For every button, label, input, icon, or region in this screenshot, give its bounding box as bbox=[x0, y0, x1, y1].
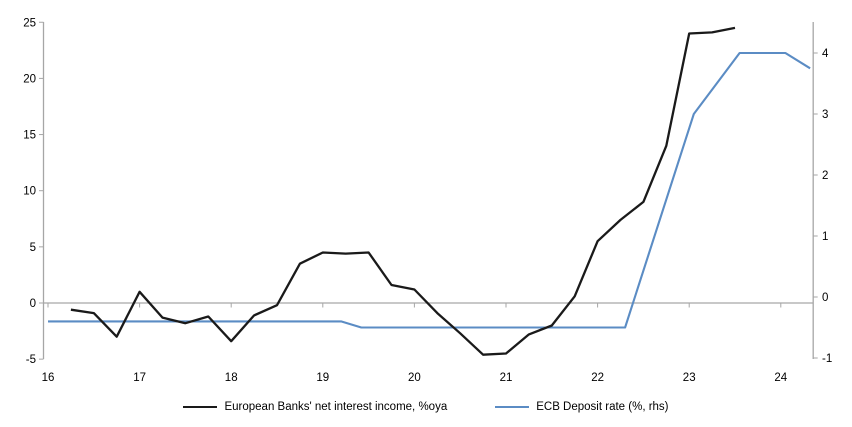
left-y-axis-tick-label: 20 bbox=[23, 73, 36, 85]
x-axis-tick-label: 19 bbox=[316, 372, 329, 384]
legend-item-ecb-deposit-rate: ECB Deposit rate (%, rhs) bbox=[495, 401, 669, 413]
left-y-axis-tick-label: 10 bbox=[23, 186, 36, 198]
right-y-axis-tick-label: 2 bbox=[822, 170, 828, 182]
left-y-axis-tick-label: 25 bbox=[23, 17, 36, 29]
x-axis-tick-label: 23 bbox=[683, 372, 696, 384]
chart-legend: European Banks' net interest income, %oy… bbox=[0, 398, 852, 416]
x-axis-tick-label: 22 bbox=[591, 372, 604, 384]
ecb-deposit-rate-line bbox=[48, 51, 811, 329]
net-interest-income-line bbox=[70, 26, 736, 356]
right-y-axis-tick-label: -1 bbox=[822, 353, 832, 365]
legend-line-swatch-blue bbox=[495, 405, 530, 409]
right-y-axis-tick-label: 3 bbox=[822, 109, 828, 121]
legend-label-net-interest-income: European Banks' net interest income, %oy… bbox=[224, 401, 448, 413]
left-y-axis-tick-label: 15 bbox=[23, 130, 36, 142]
x-axis-tick-label: 24 bbox=[774, 372, 787, 384]
legend-item-net-interest-income: European Banks' net interest income, %oy… bbox=[183, 401, 447, 413]
legend-label-ecb-deposit-rate: ECB Deposit rate (%, rhs) bbox=[536, 401, 669, 413]
x-axis-tick-label: 18 bbox=[225, 372, 238, 384]
left-y-axis-tick-label: 0 bbox=[30, 298, 36, 310]
x-axis-tick-label: 16 bbox=[42, 372, 55, 384]
x-axis-tick-label: 17 bbox=[133, 372, 146, 384]
legend-line-swatch-black bbox=[183, 405, 218, 409]
left-y-axis-tick-label: 5 bbox=[30, 242, 36, 254]
right-y-axis-tick-label: 0 bbox=[822, 292, 828, 304]
x-axis-tick-label: 20 bbox=[408, 372, 421, 384]
right-y-axis-tick-label: 1 bbox=[822, 231, 828, 243]
left-y-axis-tick-label: -5 bbox=[26, 354, 36, 366]
right-y-axis-tick-label: 4 bbox=[822, 48, 829, 60]
x-axis-tick-label: 21 bbox=[500, 372, 513, 384]
